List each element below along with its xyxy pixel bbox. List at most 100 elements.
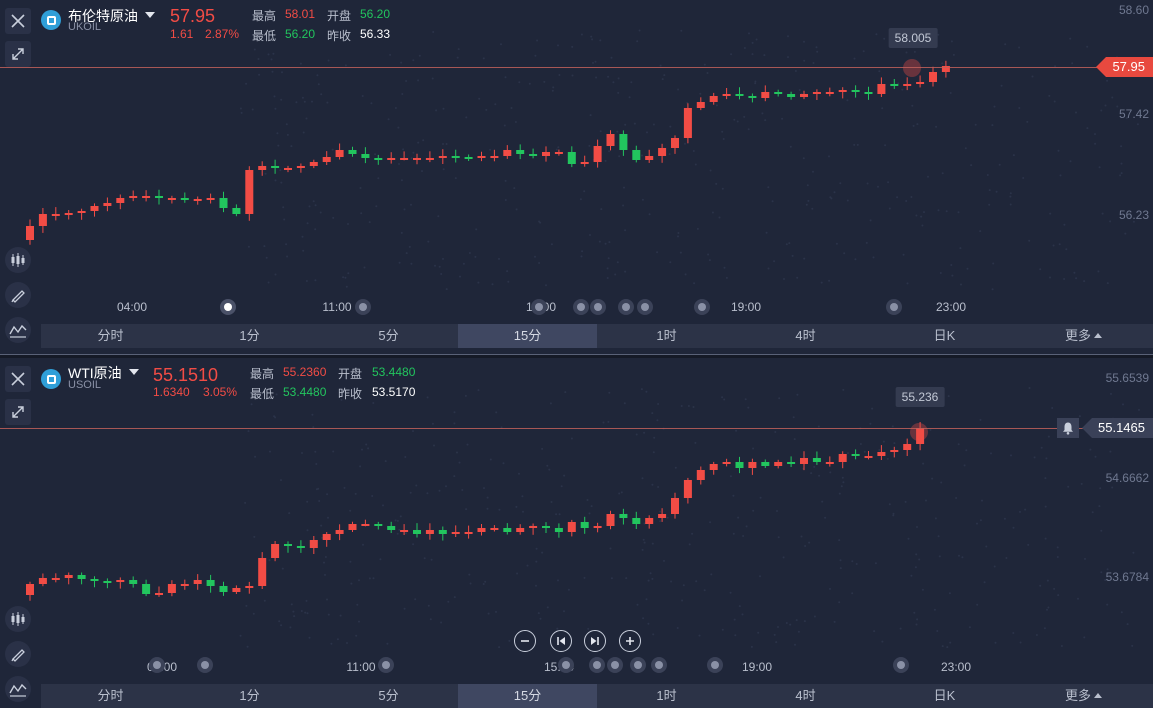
map-dot	[598, 240, 601, 243]
event-marker[interactable]	[589, 657, 605, 673]
candle	[890, 450, 899, 452]
tab-15min[interactable]: 15分	[458, 324, 597, 348]
candlestick-chart[interactable]	[0, 358, 1153, 680]
event-marker[interactable]	[893, 657, 909, 673]
tab-1hour[interactable]: 1时	[656, 688, 677, 703]
candle	[554, 152, 563, 154]
tab-timeline[interactable]: 分时	[97, 328, 124, 343]
event-marker[interactable]	[630, 657, 646, 673]
map-dot	[426, 492, 429, 495]
map-dot	[275, 393, 278, 396]
map-dot	[998, 163, 1001, 166]
expand-chart-button[interactable]	[5, 399, 31, 425]
map-dot	[976, 522, 978, 525]
map-dot	[504, 199, 507, 201]
event-marker[interactable]	[355, 299, 371, 315]
candle-type-button[interactable]	[5, 606, 31, 632]
event-marker[interactable]	[573, 299, 589, 315]
candle	[516, 528, 525, 532]
indicator-button[interactable]	[5, 676, 31, 702]
map-dot	[773, 633, 776, 636]
map-dot	[343, 486, 346, 489]
tab-1min[interactable]: 1分	[239, 688, 260, 703]
map-dot	[696, 227, 699, 230]
map-dot	[874, 562, 877, 565]
event-marker[interactable]	[651, 657, 667, 673]
chevron-up-icon	[1094, 333, 1102, 339]
candle	[400, 530, 409, 532]
map-dot	[271, 70, 274, 73]
event-marker[interactable]	[590, 299, 606, 315]
map-dot	[267, 53, 270, 56]
candlestick-icon	[11, 612, 25, 626]
map-dot	[581, 250, 584, 253]
event-marker[interactable]	[378, 657, 394, 673]
event-marker[interactable]	[531, 299, 547, 315]
panel-divider[interactable]	[0, 354, 1153, 358]
candle	[361, 524, 370, 526]
instrument-selector[interactable]: WTI原油	[68, 363, 139, 383]
zoom-out-button[interactable]	[514, 630, 536, 652]
tab-daily[interactable]: 日K	[933, 688, 956, 703]
candle	[890, 84, 899, 86]
tab-4hour[interactable]: 4时	[795, 688, 816, 703]
map-dot	[588, 144, 591, 147]
tab-timeline[interactable]: 分时	[97, 688, 124, 703]
map-dot	[302, 131, 305, 134]
map-dot	[907, 537, 910, 540]
map-dot	[767, 186, 770, 189]
tab-5min[interactable]: 5分	[378, 688, 399, 703]
close-chart-button[interactable]	[5, 366, 31, 392]
event-marker[interactable]	[607, 657, 623, 673]
map-dot	[263, 599, 266, 602]
draw-tool-button[interactable]	[5, 282, 31, 308]
event-marker[interactable]	[558, 657, 574, 673]
map-dot	[877, 185, 879, 188]
map-dot	[599, 39, 602, 42]
map-dot	[833, 191, 836, 194]
event-marker[interactable]	[637, 299, 653, 315]
map-dot	[1104, 579, 1107, 581]
map-dot	[483, 487, 485, 490]
map-dot	[305, 599, 308, 602]
zoom-in-button[interactable]	[619, 630, 641, 652]
indicator-button[interactable]	[5, 317, 31, 343]
map-dot	[396, 532, 399, 535]
tab-1hour[interactable]: 1时	[656, 328, 677, 343]
draw-tool-button[interactable]	[5, 641, 31, 667]
tab-more[interactable]: 更多	[1014, 684, 1153, 708]
tab-4hour[interactable]: 4时	[795, 328, 816, 343]
instrument-selector[interactable]: 布伦特原油	[68, 6, 155, 26]
tab-1min[interactable]: 1分	[239, 328, 260, 343]
map-dot	[422, 139, 425, 142]
candle	[864, 456, 873, 458]
price-alert-button[interactable]	[1057, 418, 1079, 438]
jump-start-button[interactable]	[550, 630, 572, 652]
map-dot	[534, 255, 536, 258]
expand-icon	[12, 406, 24, 418]
jump-end-button[interactable]	[584, 630, 606, 652]
map-dot	[775, 641, 778, 644]
map-dot	[324, 573, 326, 576]
tab-5min[interactable]: 5分	[378, 328, 399, 343]
event-marker[interactable]	[220, 299, 236, 315]
map-dot	[986, 174, 989, 176]
close-chart-button[interactable]	[5, 8, 31, 34]
tab-more[interactable]: 更多	[1014, 324, 1153, 348]
event-marker[interactable]	[197, 657, 213, 673]
candle	[606, 514, 615, 526]
map-dot	[622, 204, 625, 207]
candlestick-chart[interactable]	[0, 0, 1153, 322]
event-marker[interactable]	[694, 299, 710, 315]
map-dot	[915, 623, 918, 626]
expand-chart-button[interactable]	[5, 41, 31, 67]
candle-type-button[interactable]	[5, 247, 31, 273]
event-marker[interactable]	[707, 657, 723, 673]
event-marker[interactable]	[149, 657, 165, 673]
map-dot	[555, 513, 558, 516]
event-marker[interactable]	[618, 299, 634, 315]
tab-daily[interactable]: 日K	[933, 328, 956, 343]
map-dot	[556, 627, 559, 630]
event-marker[interactable]	[886, 299, 902, 315]
tab-15min[interactable]: 15分	[458, 684, 597, 708]
